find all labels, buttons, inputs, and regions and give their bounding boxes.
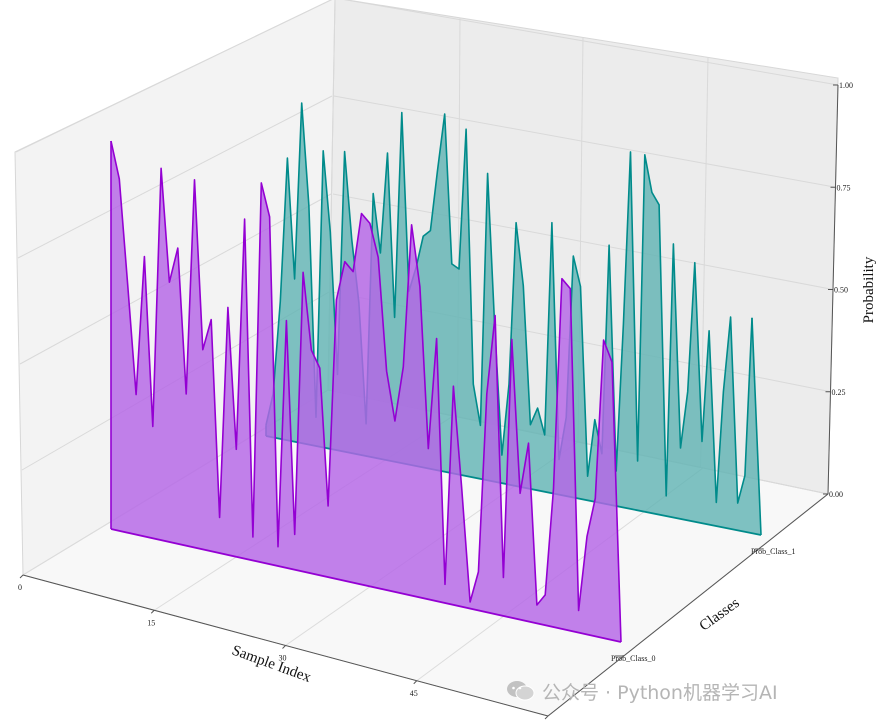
x-tick xyxy=(544,715,549,720)
series-line-prob-class-0 xyxy=(110,140,613,612)
x-tick xyxy=(282,645,286,649)
grid-line xyxy=(332,193,834,290)
z-tick-label: 0.50 xyxy=(834,286,848,295)
watermark-text: 公众号 · Python机器学习AI xyxy=(542,681,778,704)
grid-line xyxy=(700,57,709,468)
y-axis-line xyxy=(547,493,829,717)
watermark: 公众号 · Python机器学习AI xyxy=(506,676,878,706)
x-tick xyxy=(19,574,24,579)
x-tick xyxy=(413,680,418,685)
series-edge xyxy=(611,361,622,643)
grid-line xyxy=(333,95,836,188)
wechat-icon xyxy=(507,681,535,701)
grid-line xyxy=(15,0,333,153)
series-line-prob-class-1 xyxy=(265,102,753,504)
area-fill-prob-class-0 xyxy=(111,141,621,642)
x-tick-label: 0 xyxy=(18,583,22,592)
z-tick-label: 0.25 xyxy=(832,388,846,397)
z-tick-label: 0.75 xyxy=(837,183,851,192)
z-tick-label: 1.00 xyxy=(839,81,853,90)
x-tick-label: 45 xyxy=(410,689,418,698)
y-tick-label: Prob_Class_0 xyxy=(611,654,655,663)
y-tick-label: Prob_Class_1 xyxy=(751,547,795,556)
series-baseline xyxy=(110,528,622,643)
z-tick-label: 0.00 xyxy=(829,490,843,499)
x-tick-label: 30 xyxy=(279,654,287,663)
grid-line xyxy=(343,0,839,86)
z-axis-title: Probability xyxy=(861,256,877,323)
grid-line xyxy=(17,95,333,259)
series-edge xyxy=(751,317,762,536)
x-tick xyxy=(150,609,155,614)
area-series xyxy=(110,102,762,643)
y-axis-title: Classes xyxy=(697,595,743,634)
x-tick-label: 15 xyxy=(147,618,155,627)
